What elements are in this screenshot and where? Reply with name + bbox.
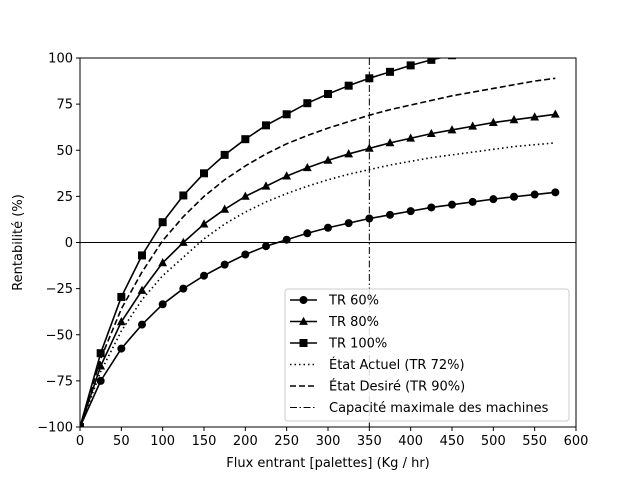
data-point (138, 321, 146, 329)
legend-entry: Capacité maximale des machines (290, 401, 549, 416)
y-tick-label: −25 (46, 282, 73, 297)
data-point (489, 42, 497, 50)
x-tick-label: 0 (76, 434, 84, 449)
x-tick-label: 50 (113, 434, 130, 449)
data-point (241, 250, 249, 258)
x-tick-label: 450 (440, 434, 465, 449)
legend: TR 60% TR 80% TR 100% État Actuel (TR 72%) É… (285, 289, 569, 421)
data-point (324, 224, 332, 232)
x-tick-label: 350 (357, 434, 382, 449)
data-point (138, 251, 146, 259)
x-tick-label: 300 (316, 434, 341, 449)
y-tick-label: 100 (48, 52, 73, 67)
data-point (469, 198, 477, 206)
y-tick-label: −75 (46, 374, 73, 389)
legend-label: TR 60% (328, 294, 379, 309)
data-point (551, 188, 559, 196)
y-tick-label: 25 (56, 190, 73, 205)
data-point (448, 201, 456, 209)
data-point (303, 99, 311, 107)
x-tick-label: 250 (274, 434, 299, 449)
data-point (510, 38, 518, 46)
data-point (427, 56, 435, 64)
data-point (345, 82, 353, 90)
data-point (262, 121, 270, 129)
y-tick-label: −50 (46, 328, 73, 343)
data-point (159, 300, 167, 308)
data-point (531, 35, 539, 43)
data-point (407, 61, 415, 69)
data-point (221, 261, 229, 269)
data-point (531, 191, 539, 199)
data-point (407, 207, 415, 215)
data-point (510, 193, 518, 201)
data-point (345, 219, 353, 227)
data-point (262, 242, 270, 250)
legend-label: État Desiré (TR 90%) (329, 379, 465, 395)
data-point (221, 151, 229, 159)
legend-label: Capacité maximale des machines (329, 401, 549, 416)
data-point (551, 31, 559, 39)
data-point (241, 135, 249, 143)
data-point (386, 68, 394, 76)
y-tick-label: 50 (56, 144, 73, 159)
data-point (283, 110, 291, 118)
data-point (97, 377, 105, 385)
x-tick-label: 500 (481, 434, 506, 449)
x-tick-label: 100 (150, 434, 175, 449)
legend-marker (300, 339, 308, 347)
x-axis-title: Flux entrant [palettes] (Kg / hr) (226, 456, 430, 471)
legend-label: TR 80% (328, 315, 379, 330)
data-point (303, 229, 311, 237)
legend-label: État Actuel (TR 72%) (329, 357, 465, 373)
data-point (179, 285, 187, 293)
data-point (200, 272, 208, 280)
x-tick-label: 600 (564, 434, 589, 449)
x-tick-label: 400 (398, 434, 423, 449)
data-point (159, 218, 167, 226)
legend-label: TR 100% (328, 337, 387, 352)
data-point (469, 47, 477, 55)
data-point (427, 203, 435, 211)
y-tick-label: −100 (37, 421, 73, 436)
data-point (324, 90, 332, 98)
legend-marker (300, 296, 308, 304)
data-point (117, 345, 125, 353)
data-point (386, 211, 394, 219)
y-axis-title: Rentabilité (%) (11, 194, 26, 291)
x-tick-label: 200 (233, 434, 258, 449)
data-point (200, 169, 208, 177)
data-point (489, 195, 497, 203)
data-point (179, 191, 187, 199)
x-tick-label: 150 (192, 434, 217, 449)
x-tick-label: 550 (522, 434, 547, 449)
y-tick-label: 75 (56, 98, 73, 113)
data-point (117, 293, 125, 301)
y-tick-label: 0 (65, 236, 73, 251)
